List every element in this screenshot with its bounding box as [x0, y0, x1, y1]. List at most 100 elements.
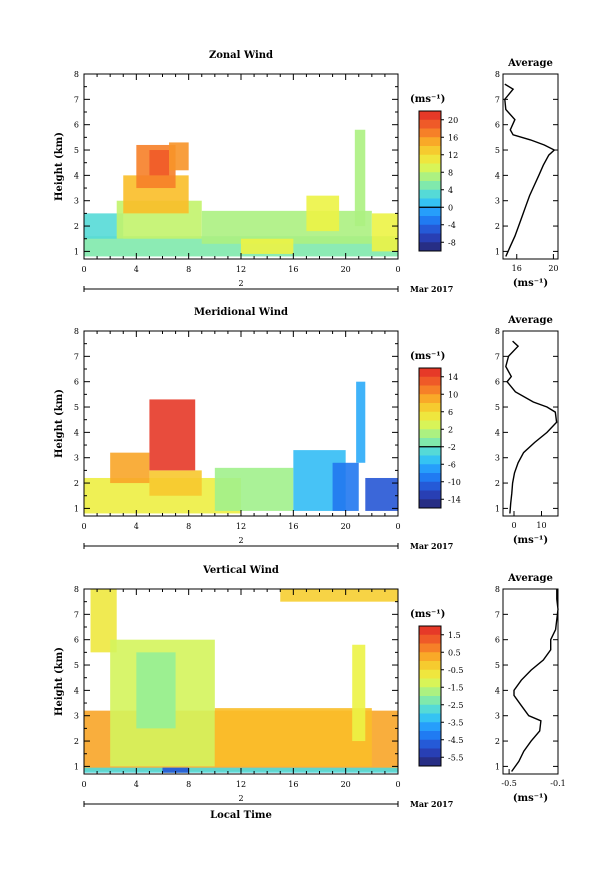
y-tick-label: 2 [74, 737, 79, 746]
colorbar-segment [419, 198, 441, 208]
y-tick-label: 6 [74, 121, 79, 130]
profile-x-tick-label: 16 [512, 264, 522, 273]
data-region [162, 767, 189, 773]
colorbar-segment [419, 119, 441, 129]
colorbar-segment [419, 137, 441, 147]
data-region [356, 381, 366, 463]
y-axis-label: Height (km) [54, 389, 65, 458]
y-tick-label: 2 [74, 479, 79, 488]
colorbar-segment [419, 473, 441, 483]
x-tick-label: 16 [288, 780, 298, 789]
profile-y-tick-label: 6 [495, 378, 500, 387]
date-label: Mar 2017 [410, 284, 453, 294]
colorbar-segment [419, 420, 441, 430]
y-tick-label: 5 [74, 661, 79, 670]
x-tick-label: 8 [186, 780, 191, 789]
profile-y-tick-label: 5 [495, 661, 500, 670]
profile-y-tick-label: 3 [495, 454, 500, 463]
colorbar: 20 16 12 8 4 0 -4 -8 (ms⁻¹) [410, 94, 458, 252]
colorbar-segment [419, 446, 441, 456]
data-region [149, 399, 196, 471]
colorbar-segment [419, 643, 441, 653]
x-tick-label: 4 [134, 780, 139, 789]
y-tick-label: 4 [74, 686, 79, 695]
profile-y-tick-label: 4 [495, 171, 500, 180]
colorbar-segment [419, 385, 441, 395]
average-profile: Average 1 2 3 4 5 6 7 8 0 10 (ms⁻¹) [495, 315, 559, 546]
x-tick-label: 12 [236, 780, 246, 789]
date-day: 2 [238, 794, 243, 803]
colorbar-tick-label: -2 [448, 443, 456, 452]
colorbar-segment [419, 499, 441, 509]
colorbar-segment [419, 722, 441, 732]
colorbar-tick-label: -6 [448, 460, 456, 469]
average-profile: Average 1 2 3 4 5 6 7 8 16 20(ms⁻¹) [495, 58, 559, 289]
colorbar-segment [419, 403, 441, 413]
profile-x-label: (ms⁻¹) [513, 793, 548, 804]
colorbar-tick-label: 8 [448, 168, 453, 177]
profile-y-tick-label: 1 [495, 762, 500, 771]
colorbar-tick-label: -5.5 [448, 753, 463, 762]
date-day: 2 [238, 279, 243, 288]
profile-y-tick-label: 7 [495, 352, 500, 361]
colorbar-segment [419, 455, 441, 465]
profile-x-tick-label: 0 [511, 521, 516, 530]
colorbar-segment [419, 748, 441, 758]
profile-y-tick-label: 8 [495, 70, 500, 79]
colorbar-segment [419, 669, 441, 679]
profile-y-tick-label: 2 [495, 737, 500, 746]
colorbar-tick-label: 12 [448, 151, 458, 160]
x-tick-label: 12 [236, 522, 246, 531]
colorbar-segment [419, 242, 441, 252]
profile-title: Average [507, 573, 553, 584]
colorbar-tick-label: -8 [448, 238, 456, 247]
y-tick-label: 1 [74, 504, 79, 513]
data-region [371, 213, 398, 252]
colorbar-tick-label: 14 [448, 373, 458, 382]
data-region [149, 150, 170, 176]
profile-y-tick-label: 4 [495, 686, 500, 695]
colorbar-tick-label: 0 [448, 203, 453, 212]
data-region [214, 467, 294, 511]
x-tick-label: 0 [395, 265, 400, 274]
colorbar-tick-label: -10 [448, 478, 461, 487]
colorbar-segment [419, 490, 441, 500]
colorbar-frame [418, 367, 442, 509]
profile-y-tick-label: 5 [495, 403, 500, 412]
chart-title: Zonal Wind [209, 50, 273, 61]
y-tick-label: 5 [74, 403, 79, 412]
y-tick-label: 8 [74, 70, 79, 79]
colorbar-segment [419, 757, 441, 767]
colorbar-segment [419, 464, 441, 474]
data-region [352, 644, 366, 742]
colorbar-tick-label: -14 [448, 495, 461, 504]
y-tick-label: 1 [74, 762, 79, 771]
data-region [214, 708, 372, 767]
date-label: Mar 2017 [410, 799, 453, 809]
profile-frame [502, 588, 559, 775]
colorbar-segment [419, 661, 441, 671]
colorbar-tick-label: -0.5 [448, 666, 463, 675]
colorbar-segment [419, 626, 441, 636]
profile-y-tick-label: 6 [495, 121, 500, 130]
date-label: Mar 2017 [410, 541, 453, 551]
colorbar-segment [419, 438, 441, 448]
data-region [280, 589, 398, 602]
colorbar-segment [419, 146, 441, 156]
colorbar-tick-label: -4 [448, 221, 456, 230]
colorbar-unit: (ms⁻¹) [410, 351, 445, 362]
colorbar-segment [419, 154, 441, 164]
colorbar-segment [419, 207, 441, 217]
y-tick-label: 7 [74, 352, 79, 361]
colorbar-unit: (ms⁻¹) [410, 609, 445, 620]
colorbar-segment [419, 128, 441, 138]
profile-y-tick-label: 1 [495, 247, 500, 256]
colorbar-segment [419, 429, 441, 439]
x-tick-label: 8 [186, 522, 191, 531]
profile-line [511, 589, 559, 772]
colorbar-tick-label: 10 [448, 390, 458, 399]
data-region [169, 142, 189, 171]
x-axis-label: Local Time [210, 810, 272, 821]
y-tick-label: 3 [74, 712, 79, 721]
